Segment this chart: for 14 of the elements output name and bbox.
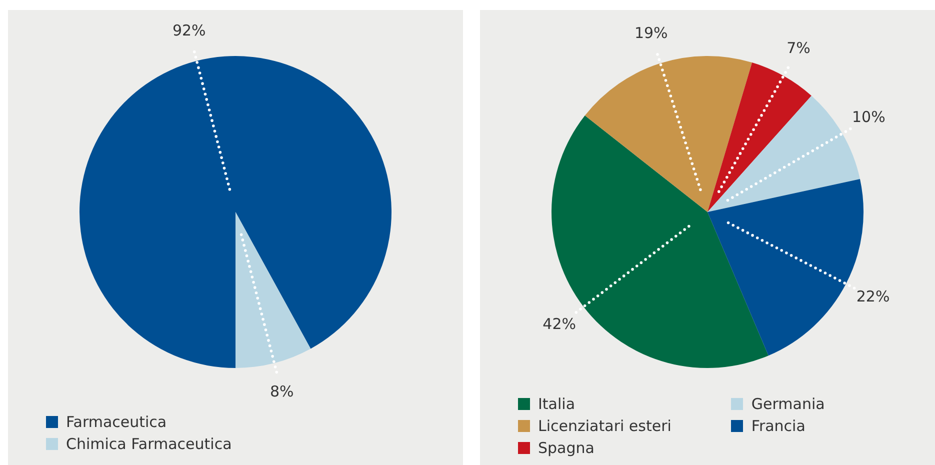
legend-label: Licenziatari esteri <box>538 417 672 435</box>
legend-label: Germania <box>751 395 825 413</box>
data-label: 92% <box>172 21 206 40</box>
data-label: 22% <box>856 288 890 306</box>
data-label: 7% <box>786 39 810 58</box>
legend-label: Farmaceutica <box>66 413 167 431</box>
legend-label: Spagna <box>538 439 594 457</box>
data-label: 8% <box>270 382 294 401</box>
data-label: 10% <box>852 108 886 126</box>
data-label: 19% <box>634 24 668 42</box>
legend-label: Chimica Farmaceutica <box>66 435 232 453</box>
legend-label: Italia <box>538 395 576 413</box>
legend-label: Francia <box>751 417 806 435</box>
data-label: 42% <box>542 315 576 334</box>
